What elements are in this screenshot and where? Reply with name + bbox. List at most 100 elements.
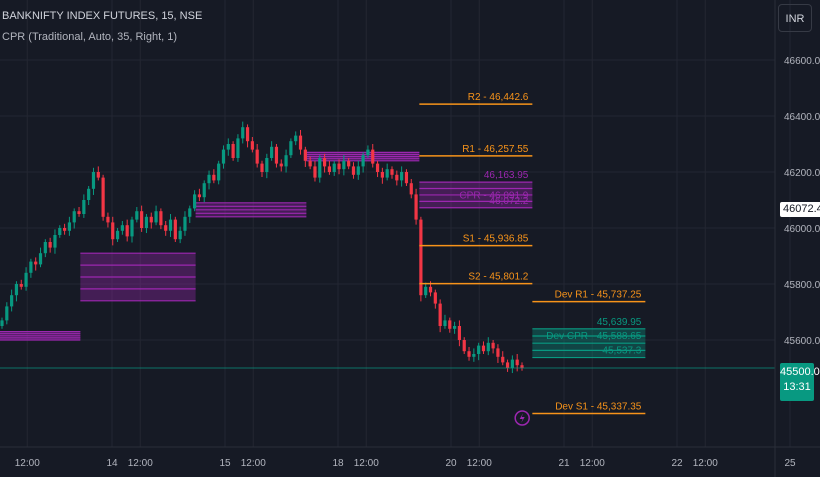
candle-body (255, 149, 259, 164)
pivot-label: S2 - 45,801.2 (468, 272, 528, 283)
cpr-bands (0, 151, 646, 359)
candle-body (38, 253, 43, 265)
candle-body (443, 320, 447, 326)
candle-body (274, 146, 279, 164)
candle-body (48, 242, 52, 248)
candle-body (34, 261, 38, 265)
candle-body (29, 261, 33, 273)
pivot-label: S1 - 45,936.85 (463, 234, 529, 245)
current-price-tag: 45500.00 13:31 (780, 363, 820, 401)
candle-body (347, 160, 351, 167)
candle-body (491, 342, 495, 349)
candle-body (202, 183, 206, 198)
x-tick-label: 21 (558, 458, 570, 469)
candle-body (241, 127, 245, 139)
candle-body (375, 163, 380, 172)
candles (0, 121, 524, 374)
candle-body (53, 235, 57, 248)
candle-body (87, 188, 91, 200)
candle-body (448, 320, 452, 329)
candle-body (173, 219, 177, 240)
candle-body (217, 163, 221, 181)
candle-body (14, 284, 19, 296)
candle-body (467, 351, 471, 357)
candle-body (395, 174, 399, 181)
candle-body (43, 242, 47, 254)
candle-body (265, 158, 269, 172)
candle-body (101, 177, 105, 217)
candle-body (337, 163, 341, 170)
candle-body (419, 219, 423, 296)
candle-body (289, 141, 293, 156)
pivot-label: R1 - 46,257.55 (462, 144, 529, 155)
candle-body (409, 183, 413, 195)
indicator-legend[interactable]: CPR (Traditional, Auto, 35, Right, 1) (2, 31, 178, 43)
candle-body (140, 211, 144, 228)
current-price-value: 45500.00 (780, 366, 820, 378)
candle-body (452, 326, 457, 329)
candle-body (168, 219, 173, 231)
candle-body (270, 146, 274, 158)
candle-body (457, 326, 462, 340)
candle-body (294, 135, 298, 142)
y-tick-label: 45800.00 (784, 280, 820, 291)
pivot-label: 45,537.3 (602, 346, 641, 357)
x-tick-label: 12:00 (354, 458, 379, 469)
candle-body (183, 216, 187, 231)
candle-body (462, 340, 466, 352)
candle-body (515, 359, 519, 366)
candle-body (226, 144, 230, 150)
candle-body (77, 211, 81, 214)
last-price-tag: 46072.45 (780, 202, 820, 217)
candle-body (496, 348, 500, 357)
candle-body (472, 354, 476, 357)
candle-body (120, 225, 124, 231)
candle-body (400, 172, 404, 181)
candle-body (144, 216, 149, 228)
pivot-label: 46,163.95 (484, 170, 529, 181)
x-tick-label: 12:00 (128, 458, 153, 469)
y-tick-label: 46600.00 (784, 56, 820, 67)
candle-body (236, 138, 240, 158)
candle-body (62, 228, 67, 231)
x-tick-label: 20 (445, 458, 457, 469)
candle-body (96, 172, 100, 178)
candle-body (106, 216, 110, 223)
candle-body (197, 194, 202, 198)
x-tick-label: 22 (671, 458, 683, 469)
candle-body (149, 216, 153, 223)
candle-body (58, 228, 62, 235)
candle-body (477, 345, 481, 354)
candle-body (322, 158, 327, 167)
candle-body (178, 230, 182, 240)
pivot-label: Dev S1 - 45,337.35 (555, 402, 642, 413)
pivot-label: Dev CPR - 45,588.65 (546, 331, 641, 342)
candle-body (371, 149, 375, 164)
x-tick-label: 14 (106, 458, 118, 469)
pivot-label: 46,072.2 (489, 196, 528, 207)
grid-lines (0, 0, 791, 447)
candle-body (115, 230, 120, 240)
currency-button[interactable]: INR (778, 4, 812, 32)
y-tick-label: 46200.00 (784, 168, 820, 179)
candle-body (313, 166, 317, 178)
candle-body (501, 356, 505, 363)
x-tick-label: 12:00 (693, 458, 718, 469)
pivot-levels: R2 - 46,442.6 R1 - 46,257.55 CPR - 46,091.… (0, 92, 775, 426)
candle-body (10, 295, 14, 307)
candle-body (221, 149, 226, 164)
x-tick-label: 12:00 (467, 458, 492, 469)
candle-body (433, 292, 437, 304)
candle-body (342, 160, 346, 170)
candle-body (82, 200, 86, 214)
candle-body (327, 166, 332, 172)
candle-body (380, 172, 384, 178)
candle-body (318, 158, 322, 178)
x-tick-label: 12:00 (580, 458, 605, 469)
countdown-timer: 13:31 (783, 381, 811, 393)
candle-body (212, 174, 216, 181)
pivot-label: Dev R1 - 45,737.25 (555, 290, 642, 301)
